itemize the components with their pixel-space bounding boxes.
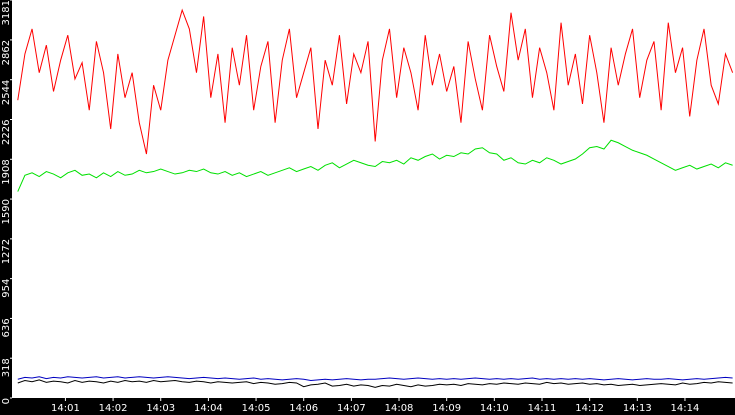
series-line <box>17 379 733 388</box>
x-tick-label: 14:05 <box>242 403 271 414</box>
series-line <box>17 139 733 192</box>
x-tick-label: 14:03 <box>146 403 175 414</box>
x-tick-label: 14:08 <box>385 403 414 414</box>
x-tick-label: 14:14 <box>671 403 700 414</box>
x-tick-label: 14:10 <box>480 403 509 414</box>
x-tick-label: 14:06 <box>289 403 318 414</box>
x-tick-label: 14:09 <box>432 403 461 414</box>
y-tick-label: 2544 <box>1 80 12 105</box>
x-tick-label: 14:13 <box>623 403 652 414</box>
y-axis-strip <box>0 0 12 415</box>
x-tick-label: 14:07 <box>337 403 366 414</box>
x-axis-strip <box>0 398 735 415</box>
y-tick-label: 636 <box>1 318 12 337</box>
y-tick-label: 3181 <box>1 0 12 25</box>
y-tick-label: 2226 <box>1 119 12 144</box>
y-tick-label: 318 <box>1 358 12 377</box>
x-tick-label: 14:02 <box>99 403 128 414</box>
y-tick-label: 2862 <box>1 40 12 65</box>
x-tick-label: 14:11 <box>528 403 557 414</box>
series-line <box>17 8 734 155</box>
x-tick-label: 14:12 <box>575 403 604 414</box>
y-tick-label: 0 <box>1 398 12 404</box>
x-tick-label: 14:01 <box>51 403 80 414</box>
series-line <box>17 376 733 381</box>
y-tick-label: 954 <box>1 279 12 298</box>
y-tick-label: 1590 <box>1 199 12 224</box>
y-tick-label: 1908 <box>1 159 12 184</box>
y-tick-label: 1272 <box>1 239 12 264</box>
x-tick-label: 14:04 <box>194 403 223 414</box>
